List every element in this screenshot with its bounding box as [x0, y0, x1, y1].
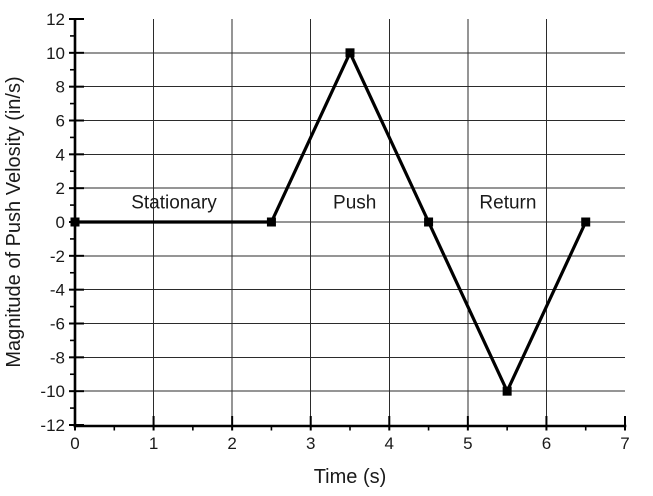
x-tick-label: 5: [463, 434, 472, 453]
y-tick-label: 6: [56, 112, 65, 131]
x-tick-label: 7: [620, 434, 629, 453]
y-tick-label: 8: [56, 78, 65, 97]
y-axis-title: Magnitude of Push Velosity (in/s): [3, 76, 25, 367]
x-tick-label: 0: [70, 434, 79, 453]
axis-ticks: [69, 18, 626, 431]
y-tick-label: 4: [56, 145, 65, 164]
data-point-marker: [266, 217, 276, 227]
y-tick-label: 2: [56, 179, 65, 198]
y-tick-label: -12: [40, 416, 65, 435]
x-tick-label: 2: [227, 434, 236, 453]
y-tick-label: 10: [46, 44, 65, 63]
y-tick-label: 0: [56, 213, 65, 232]
x-tick-label: 6: [542, 434, 551, 453]
annotation-push: Push: [333, 193, 376, 214]
data-line: [75, 49, 588, 395]
y-tick-label: -4: [50, 281, 65, 300]
annotation-return: Return: [479, 193, 536, 214]
x-tick-label: 1: [149, 434, 158, 453]
data-point-marker: [502, 386, 512, 396]
x-tick-label: 4: [385, 434, 394, 453]
y-tick-label: 12: [46, 10, 65, 29]
y-tick-label: -10: [40, 382, 65, 401]
data-point-marker: [424, 217, 434, 227]
y-tick-label: -8: [50, 348, 65, 367]
y-tick-label: -2: [50, 247, 65, 266]
y-tick-label: -6: [50, 315, 65, 334]
annotations: Stationary Push Return: [131, 193, 536, 214]
annotation-stationary: Stationary: [131, 193, 217, 214]
x-axis-title: Time (s): [314, 466, 387, 488]
data-point-marker: [581, 217, 591, 227]
x-tick-label: 3: [306, 434, 315, 453]
data-point-marker: [345, 48, 355, 58]
